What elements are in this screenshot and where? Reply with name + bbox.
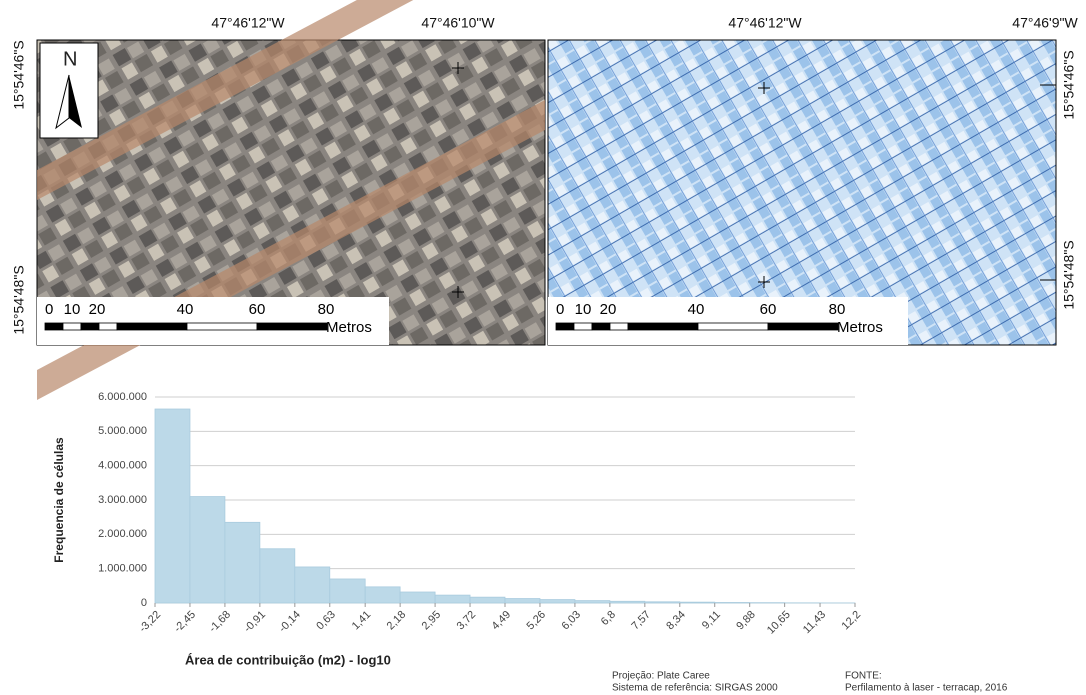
bar — [154, 408, 191, 604]
bar — [399, 591, 436, 604]
scale-bar — [609, 322, 629, 331]
bar — [329, 578, 366, 604]
scale-label: 80 — [829, 301, 846, 318]
source-title: FONTE: — [845, 671, 882, 682]
latitude-label: 15°54'48"S — [11, 265, 27, 334]
scale-label: 40 — [688, 301, 705, 318]
scale-label: 10 — [575, 301, 592, 318]
scale-bar — [697, 322, 769, 331]
x-tick-label: 10,65 — [765, 609, 793, 637]
scale-bar — [62, 322, 82, 331]
scale-box — [37, 297, 389, 345]
scale-label: 20 — [89, 301, 106, 318]
scale-bar — [186, 322, 258, 331]
x-tick-label: 6,8 — [599, 609, 618, 628]
scale-bar — [116, 322, 188, 331]
scale-bar — [555, 322, 575, 331]
scale-label: 60 — [760, 301, 777, 318]
x-tick-label: 5,26 — [524, 609, 548, 633]
scale-label: 20 — [600, 301, 617, 318]
bar — [469, 596, 506, 604]
bar — [644, 601, 681, 604]
x-tick-label: 3,72 — [455, 609, 479, 633]
y-tick-label: 4.000.000 — [98, 460, 147, 472]
bar — [189, 496, 226, 604]
x-tick-label: -2,45 — [172, 609, 198, 635]
bar — [609, 600, 646, 604]
x-tick-label: -0,14 — [277, 609, 303, 635]
longitude-label: 47°46'10"W — [421, 15, 495, 31]
bar — [539, 599, 576, 604]
latitude-label: 15°54'48"S — [1061, 240, 1077, 309]
x-tick-label: 12,2 — [840, 609, 864, 633]
scale-label: 0 — [556, 301, 564, 318]
bar — [504, 598, 541, 604]
y-axis-title: Frequencia de células — [52, 437, 66, 563]
latitude-label: 15°54'46"S — [11, 40, 27, 109]
scale-bar — [627, 322, 699, 331]
x-axis-title: Área de contribuição (m2) - log10 — [185, 652, 391, 667]
north-label: N — [63, 48, 77, 70]
scale-box — [548, 297, 908, 345]
x-tick-label: 0,63 — [314, 609, 338, 633]
scale-label: 10 — [64, 301, 81, 318]
projection: Projeção: Plate Caree — [612, 671, 710, 682]
bar — [259, 548, 296, 604]
scale-bar — [256, 322, 328, 331]
x-tick-label: 6,03 — [559, 609, 583, 633]
y-tick-label: 2.000.000 — [98, 528, 147, 540]
north-arrow — [69, 75, 82, 128]
road — [37, 0, 545, 400]
y-tick-label: 6.000.000 — [98, 391, 147, 403]
scale-label: 0 — [45, 301, 53, 318]
scale-label: 80 — [318, 301, 335, 318]
scale-unit: Metros — [837, 319, 883, 336]
scale-bar — [573, 322, 593, 331]
x-tick-label: 4,49 — [490, 609, 514, 633]
x-tick-label: -0,91 — [242, 609, 268, 635]
bar — [294, 566, 331, 604]
flow-map — [547, 39, 1057, 346]
x-tick-label: 9,88 — [734, 609, 758, 633]
y-tick-label: 3.000.000 — [98, 494, 147, 506]
x-tick-label: 2,18 — [385, 609, 409, 633]
scale-bar — [591, 322, 611, 331]
x-tick-label: 2,95 — [420, 609, 444, 633]
longitude-label: 47°46'9"W — [1012, 15, 1078, 31]
x-tick-label: 1,41 — [350, 609, 374, 633]
scale-bar — [80, 322, 100, 331]
graticule-cross — [758, 82, 1056, 288]
longitude-label: 47°46'12"W — [211, 15, 285, 31]
graticule-cross — [452, 62, 464, 298]
scale-bar — [44, 322, 64, 331]
bar — [679, 601, 716, 604]
bar — [224, 521, 261, 604]
longitude-label: 47°46'12"W — [728, 15, 802, 31]
reference-system: Sistema de referência: SIRGAS 2000 — [612, 683, 778, 694]
scale-label: 40 — [177, 301, 194, 318]
y-tick-label: 5.000.000 — [98, 425, 147, 437]
scale-bar — [98, 322, 118, 331]
x-tick-label: 9,11 — [700, 609, 723, 632]
bar — [434, 594, 471, 604]
y-tick-label: 1.000.000 — [98, 563, 147, 575]
x-tick-label: -3,22 — [137, 609, 163, 635]
scale-bar — [767, 322, 839, 331]
x-tick-label: -1,68 — [207, 609, 233, 635]
bar — [714, 602, 751, 604]
bar — [574, 600, 611, 604]
x-tick-label: 7,57 — [629, 609, 653, 633]
bar — [364, 586, 401, 604]
y-tick-label: 0 — [141, 597, 147, 609]
scale-label: 60 — [249, 301, 266, 318]
scale-unit: Metros — [326, 319, 372, 336]
x-tick-label: 11,43 — [801, 609, 828, 636]
source: Perfilamento à laser - terracap, 2016 — [845, 683, 1008, 694]
latitude-label: 15°54'46"S — [1061, 50, 1077, 119]
aerial-map — [36, 39, 546, 346]
x-tick-label: 8,34 — [664, 609, 688, 633]
